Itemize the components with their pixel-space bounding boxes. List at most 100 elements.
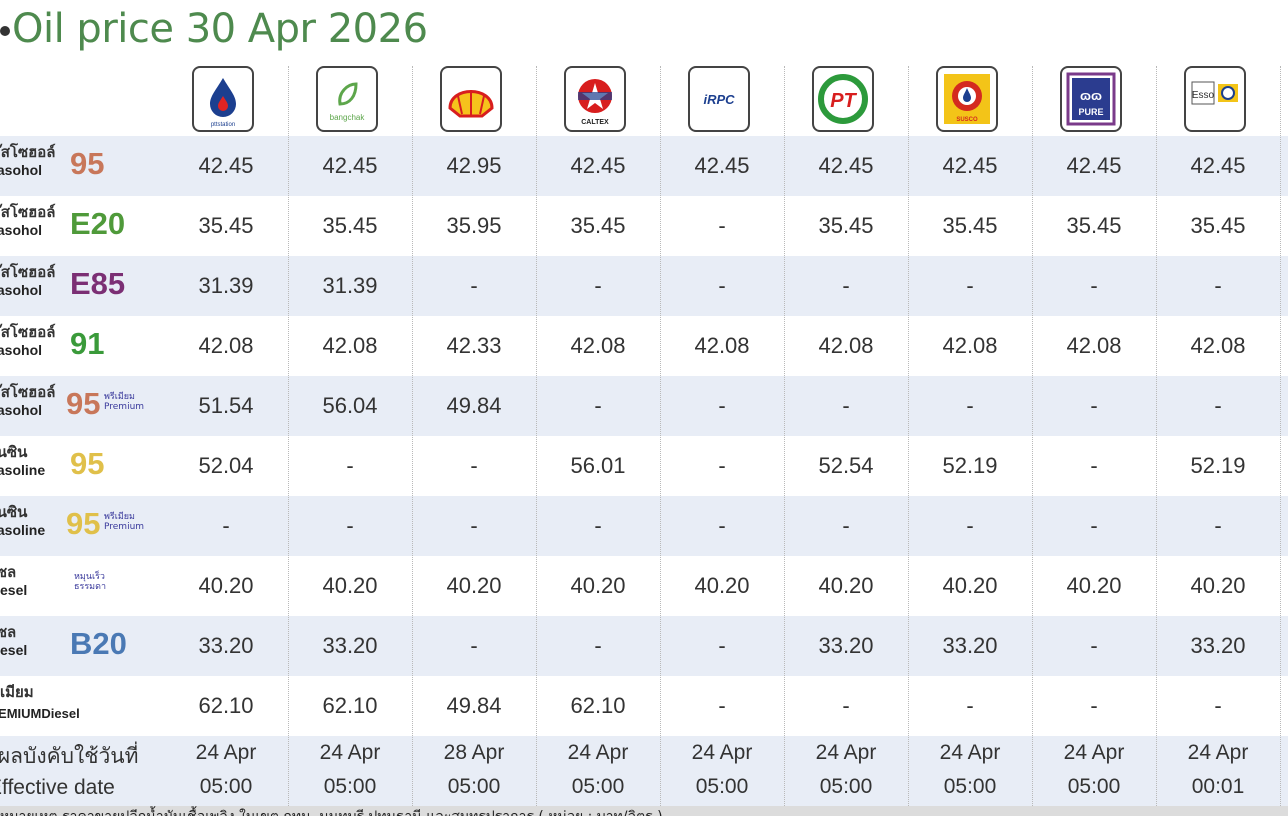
fuel-name-th: ดีเซล (0, 563, 17, 581)
price-cell: - (1214, 273, 1222, 298)
price-cell: - (1090, 633, 1098, 658)
effective-time: 00:01 (1191, 775, 1245, 798)
irpc-logo-icon: iRPC (688, 66, 750, 132)
price-cell: - (1090, 693, 1098, 718)
fuel-name-th: พรีเมียม (0, 683, 34, 701)
price-cell: 42.45 (942, 153, 998, 178)
effective-date: 24 Apr (815, 741, 877, 764)
fuel-name-en: Gasohol (0, 402, 43, 418)
svg-text:pttstation: pttstation (211, 122, 235, 128)
footer-note: หมายเหตุ ราคาขายปลีกน้ำมันเชื้อเพลิง ในเ… (0, 806, 1288, 816)
price-row: แก๊สโซฮอล์Gasohol 95 42.45 42.45 42.95 42.45 4… (0, 136, 1288, 196)
effective-time: 05:00 (447, 775, 501, 798)
effective-date-cell: 28 Apr 05:00 (412, 736, 536, 804)
price-cell: 42.08 (1066, 333, 1122, 358)
fuel-name-th: แก๊สโซฮอล์ (0, 263, 56, 281)
price-cell: 52.54 (818, 453, 874, 478)
price-cell: 31.39 (198, 273, 254, 298)
price-cell: 52.04 (198, 453, 254, 478)
price-cell: 42.45 (570, 153, 626, 178)
price-cell: - (966, 693, 974, 718)
fuel-code: 91 (70, 326, 105, 361)
price-cell: - (966, 513, 974, 538)
pt-logo-icon: PT (812, 66, 874, 132)
price-cell: - (222, 513, 230, 538)
fuel-code: 95 (66, 506, 101, 541)
column-separator (1032, 66, 1033, 806)
fuel-code: B20 (70, 626, 127, 661)
svg-text:Esso: Esso (1192, 90, 1215, 101)
effective-time: 05:00 (943, 775, 997, 798)
fuel-code: 95 (70, 146, 105, 181)
price-cell: 35.45 (942, 213, 998, 238)
fuel-name-en: Gasohol (0, 342, 43, 358)
effective-label-th: มีผลบังคับใช้วันที่ (0, 744, 139, 768)
price-cell: 52.19 (1190, 453, 1246, 478)
price-cell: 35.45 (570, 213, 626, 238)
esso-logo-icon: Esso (1184, 66, 1246, 132)
price-cell: 49.84 (446, 693, 502, 718)
price-cell: 42.08 (198, 333, 254, 358)
price-row: ดีเซลDiesel หมุนเร็ว ธรรมดา 40.20 40.20 40.2… (0, 556, 1288, 616)
price-cell: 42.08 (570, 333, 626, 358)
price-cell: 56.04 (322, 393, 378, 418)
price-cell: - (718, 633, 726, 658)
footer-text: หมายเหตุ ราคาขายปลีกน้ำมันเชื้อเพลิง ในเ… (0, 806, 663, 816)
fuel-code: 95 (66, 386, 101, 421)
effective-date: 24 Apr (939, 741, 1001, 764)
price-cell: - (470, 513, 478, 538)
price-cell: - (470, 633, 478, 658)
fuel-label: แก๊สโซฮอล์Gasohol 95 (0, 136, 160, 196)
svg-text:PT: PT (830, 90, 857, 112)
svg-text:iRPC: iRPC (703, 92, 735, 107)
price-cell: - (346, 513, 354, 538)
price-cell: 42.45 (1066, 153, 1122, 178)
pure-logo-icon: ɷɷ PURE (1060, 66, 1122, 132)
price-cell: - (594, 513, 602, 538)
price-cell: 42.08 (322, 333, 378, 358)
fuel-name-th: แก๊สโซฮอล์ (0, 203, 56, 221)
effective-date: 24 Apr (1187, 741, 1249, 764)
fuel-label: แก๊สโซฮอล์Gasohol E20 (0, 196, 160, 256)
fuel-name-th: แก๊สโซฮอล์ (0, 143, 56, 161)
price-cell: 40.20 (570, 573, 626, 598)
fuel-label: พรีเมียม PREMIUMDiesel (0, 676, 160, 736)
fuel-note: หมุนเร็ว ธรรมดา (74, 572, 106, 592)
fuel-name-en: Gasohol (0, 222, 43, 238)
effective-date: 24 Apr (319, 741, 381, 764)
price-cell: 40.20 (1066, 573, 1122, 598)
price-cell: - (718, 693, 726, 718)
price-cell: 62.10 (198, 693, 254, 718)
price-cell: - (594, 393, 602, 418)
fuel-code: 95 (70, 446, 105, 481)
price-cell: 35.45 (818, 213, 874, 238)
fuel-code: E20 (70, 206, 126, 241)
effective-date-row: มีผลบังคับใช้วันที่ Effective date 24 Ap… (0, 736, 1288, 806)
effective-date-cell: 24 Apr 05:00 (1032, 736, 1156, 804)
price-cell: - (1090, 513, 1098, 538)
price-cell: - (470, 273, 478, 298)
price-cell: 62.10 (570, 693, 626, 718)
effective-time: 05:00 (571, 775, 625, 798)
column-separator (1280, 66, 1281, 806)
fuel-code: E85 (70, 266, 126, 301)
svg-text:SUSCO: SUSCO (956, 117, 978, 123)
svg-text:bangchak: bangchak (330, 113, 366, 122)
effective-date-cell: 24 Apr 00:01 (1156, 736, 1280, 804)
price-cell: - (718, 453, 726, 478)
price-cell: 40.20 (942, 573, 998, 598)
price-cell: 49.84 (446, 393, 502, 418)
effective-date: 24 Apr (195, 741, 257, 764)
price-cell: 42.08 (818, 333, 874, 358)
price-cell: 42.95 (446, 153, 502, 178)
effective-time: 05:00 (695, 775, 749, 798)
price-cell: 33.20 (322, 633, 378, 658)
fuel-name-en: Gasohol (0, 282, 43, 298)
price-cell: 40.20 (322, 573, 378, 598)
fuel-label: ดีเซลDiesel หมุนเร็ว ธรรมดา (0, 556, 160, 616)
fuel-name-en: Gasoline (0, 522, 46, 538)
fuel-name-en: PREMIUMDiesel (0, 706, 80, 721)
fuel-name-en: Gasoline (0, 462, 46, 478)
price-cell: 35.95 (446, 213, 502, 238)
